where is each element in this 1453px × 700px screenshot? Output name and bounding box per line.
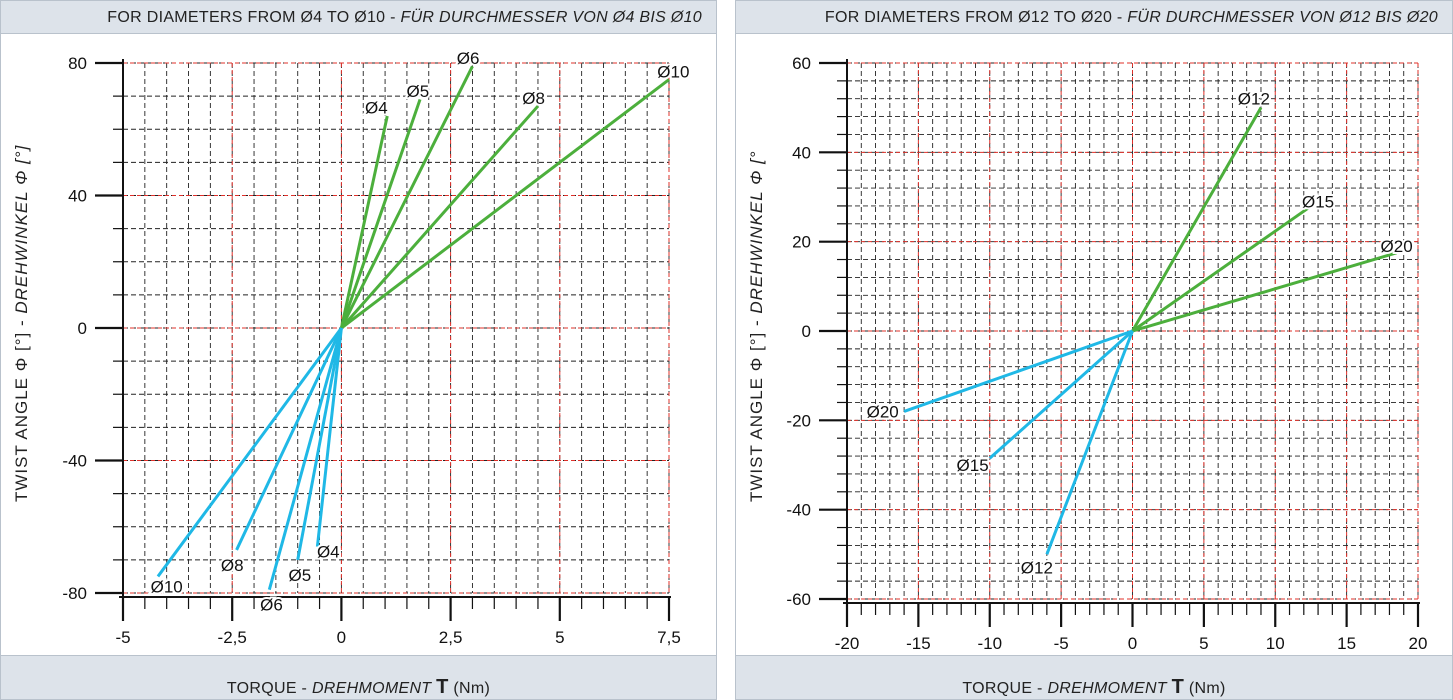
y-tick-label: -60 [786,590,811,609]
series-label: Ø4 [365,99,388,118]
x-tick-label: 7,5 [657,628,681,647]
series-line [267,327,343,591]
chart-title-left: FOR DIAMETERS FROM Ø4 TO Ø10 - FÜR DURCH… [0,0,717,34]
y-tick-label: 40 [792,143,811,162]
series-line [340,78,670,330]
x-axis-label-left-unit: (Nm) [453,680,491,697]
series-label: Ø15 [1302,192,1334,211]
chart-title-left-italic: FÜR DURCHMESSER VON Ø4 BIS Ø10 [400,9,702,26]
chart-plot-left: -80 -40 0 40 80 -5 -2,5 0 2,5 5 7,5 Ø4 Ø5 Ø6 Ø8 Ø10 Ø4 Ø5… [62,47,691,647]
series-line [988,329,1134,460]
series-label: Ø6 [260,596,283,615]
x-tick-label: 0 [1128,634,1137,653]
x-axis-label-left: TORQUE - DREHMOMENT T (Nm) [0,655,717,700]
chart-title-left-main: FOR DIAMETERS FROM Ø4 TO Ø10 [107,9,386,26]
series-label: Ø10 [657,62,689,81]
x-tick-label: 5 [1199,634,1208,653]
series-label: Ø15 [957,456,989,475]
y-tick-label: -40 [62,452,87,471]
x-tick-label: -5 [1054,634,1069,653]
y-tick-label: -80 [62,584,87,603]
x-axis-label-right: TORQUE - DREHMOMENT T (Nm) [735,655,1453,700]
series-label: Ø12 [1238,90,1270,109]
series-label: Ø4 [317,543,340,562]
series-label: Ø8 [221,556,244,575]
series-label: Ø5 [289,566,312,585]
x-axis-label-right-main: TORQUE [962,680,1033,697]
x-tick-label: 5 [555,628,564,647]
chart-title-right: FOR DIAMETERS FROM Ø12 TO Ø20 - FÜR DURC… [735,0,1453,34]
x-axis-label-right-italic: DREHMOMENT [1047,680,1167,697]
y-tick-label: 80 [68,54,87,73]
series-label: Ø20 [1381,237,1413,256]
y-tick-label: 0 [802,322,811,341]
y-tick-label: 20 [792,233,811,252]
x-axis-label-left-italic: DREHMOMENT [311,680,432,697]
chart-title-right-main: FOR DIAMETERS FROM Ø12 TO Ø20 [824,9,1113,26]
x-tick-label: 2,5 [439,628,463,647]
y-tick-label: -40 [786,501,811,520]
x-tick-label: -5 [115,628,130,647]
series-label: Ø10 [151,577,183,596]
series-line [156,327,343,578]
x-tick-label: -2,5 [218,628,247,647]
x-tick-label: -20 [835,634,860,653]
y-tick-label: 0 [78,319,87,338]
series-line [235,327,343,551]
series-line [339,115,389,329]
series-line [903,329,1133,413]
x-tick-label: 0 [337,628,346,647]
series-label: Ø12 [1021,559,1053,578]
series-line [340,105,540,329]
x-tick-label: -15 [906,634,931,653]
series-label: Ø8 [522,89,545,108]
series-line [340,65,474,329]
x-tick-label: 20 [1409,634,1428,653]
chart-title-right-italic: FÜR DURCHMESSER VON Ø12 BIS Ø20 [1127,9,1438,26]
x-tick-label: 10 [1266,634,1285,653]
x-tick-label: -10 [977,634,1002,653]
chart-panel-right: FOR DIAMETERS FROM Ø12 TO Ø20 - FÜR DURC… [735,0,1453,700]
chart-plot-right: -60 -40 -20 0 20 40 60 -20 -15 -10 -5 0 5 10 15 20 Ø12 Ø1… [786,54,1428,653]
series-line [1131,206,1309,333]
y-tick-label: 40 [68,187,87,206]
series-line [339,98,422,329]
series-line [1132,251,1398,333]
x-tick-label: 15 [1337,634,1356,653]
x-axis-label-right-symbol: T [1171,676,1185,698]
y-tick-label: -20 [786,411,811,430]
series-line [315,327,343,547]
series-label: Ø6 [457,49,480,68]
y-tick-label: 60 [792,54,811,73]
chart-title-right-sep: - [1112,9,1128,26]
x-axis-label-left-main: TORQUE [226,680,297,697]
series-line [296,327,343,561]
series-label: Ø5 [406,82,429,101]
x-axis-label-left-symbol: T [436,676,449,698]
chart-panel-left: FOR DIAMETERS FROM Ø4 TO Ø10 - FÜR DURCH… [0,0,717,700]
series-line [1131,106,1263,332]
x-axis-label-right-unit: (Nm) [1188,680,1226,697]
chart-title-left-sep: - [385,9,401,26]
series-line [1045,330,1134,555]
series-label: Ø20 [867,402,899,421]
